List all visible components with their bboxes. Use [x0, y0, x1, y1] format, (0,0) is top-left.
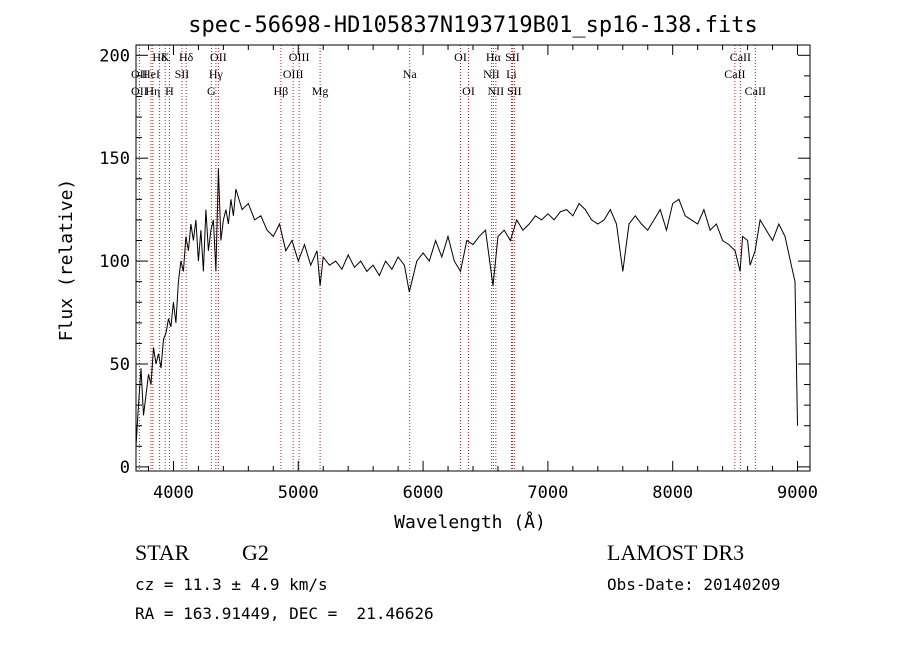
line-label: SII	[505, 50, 520, 64]
line-label: Li	[506, 67, 517, 81]
x-tick-label: 7000	[527, 483, 568, 503]
line-label: OII	[131, 84, 148, 98]
line-label: Hα	[486, 50, 502, 64]
y-tick-label: 150	[99, 149, 130, 169]
line-label: OII	[210, 50, 227, 64]
line-label: OI	[454, 50, 467, 64]
y-tick-label: 100	[99, 252, 130, 272]
object-subclass: G2	[242, 540, 269, 565]
line-label: NII	[488, 84, 505, 98]
redshift-label: cz = 11.3 ± 4.9 km/s	[135, 575, 328, 594]
line-label: CaII	[730, 50, 751, 64]
line-label: Na	[403, 67, 418, 81]
x-axis-label: Wavelength (Å)	[394, 511, 546, 533]
x-axis-ticks: 4000 5000 6000 7000 8000 9000	[147, 45, 818, 503]
line-label: CaII	[724, 67, 745, 81]
line-label: Hβ	[274, 84, 289, 98]
survey-label: LAMOST DR3	[607, 540, 745, 565]
line-label: OIII	[283, 67, 304, 81]
x-tick-label: 4000	[153, 483, 194, 503]
plot-frame	[135, 44, 811, 472]
line-label: K	[161, 50, 170, 64]
line-label: OI	[462, 84, 475, 98]
line-label: OII	[131, 67, 148, 81]
line-label: SII	[507, 84, 522, 98]
x-tick-label: 6000	[403, 483, 444, 503]
line-label: CaII	[745, 84, 766, 98]
line-label: H	[165, 84, 174, 98]
y-tick-label: 0	[120, 458, 130, 478]
y-tick-label: 50	[110, 355, 130, 375]
line-label: Hη	[145, 84, 160, 98]
y-axis-label: Flux (relative)	[56, 179, 77, 342]
x-tick-label: 9000	[777, 483, 818, 503]
x-tick-label: 8000	[652, 483, 693, 503]
chart-title: spec-56698-HD105837N193719B01_sp16-138.f…	[188, 13, 758, 38]
coordinates-label: RA = 163.91449, DEC = 21.46626	[135, 604, 434, 623]
line-label: Hδ	[152, 50, 167, 64]
line-label: Hδ	[179, 50, 194, 64]
x-tick-label: 5000	[278, 483, 319, 503]
obs-date-label: Obs-Date: 20140209	[607, 575, 781, 594]
line-label: Mg	[312, 84, 329, 98]
object-class: STAR	[135, 540, 190, 565]
spectrum-series	[135, 168, 798, 447]
line-label: Hγ	[209, 67, 224, 81]
line-label: HeI	[142, 67, 160, 81]
line-label: SII	[175, 67, 190, 81]
line-label: G	[207, 84, 216, 98]
y-tick-label: 200	[99, 46, 130, 66]
y-axis-ticks: 0 50 100 150 200	[99, 46, 810, 478]
spectral-line-markers	[138, 45, 756, 471]
line-label: NII	[483, 67, 500, 81]
line-label: OIII	[289, 50, 310, 64]
